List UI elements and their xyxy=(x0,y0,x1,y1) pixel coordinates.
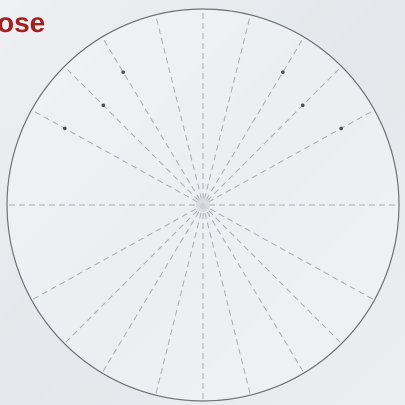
dot xyxy=(101,103,106,108)
title: ose xyxy=(0,7,45,38)
dot xyxy=(63,126,67,131)
dots xyxy=(63,70,343,131)
dot xyxy=(121,70,125,74)
dot xyxy=(300,103,305,108)
rays xyxy=(9,11,397,399)
dot xyxy=(339,126,343,131)
center xyxy=(196,198,210,212)
dot xyxy=(281,70,285,74)
